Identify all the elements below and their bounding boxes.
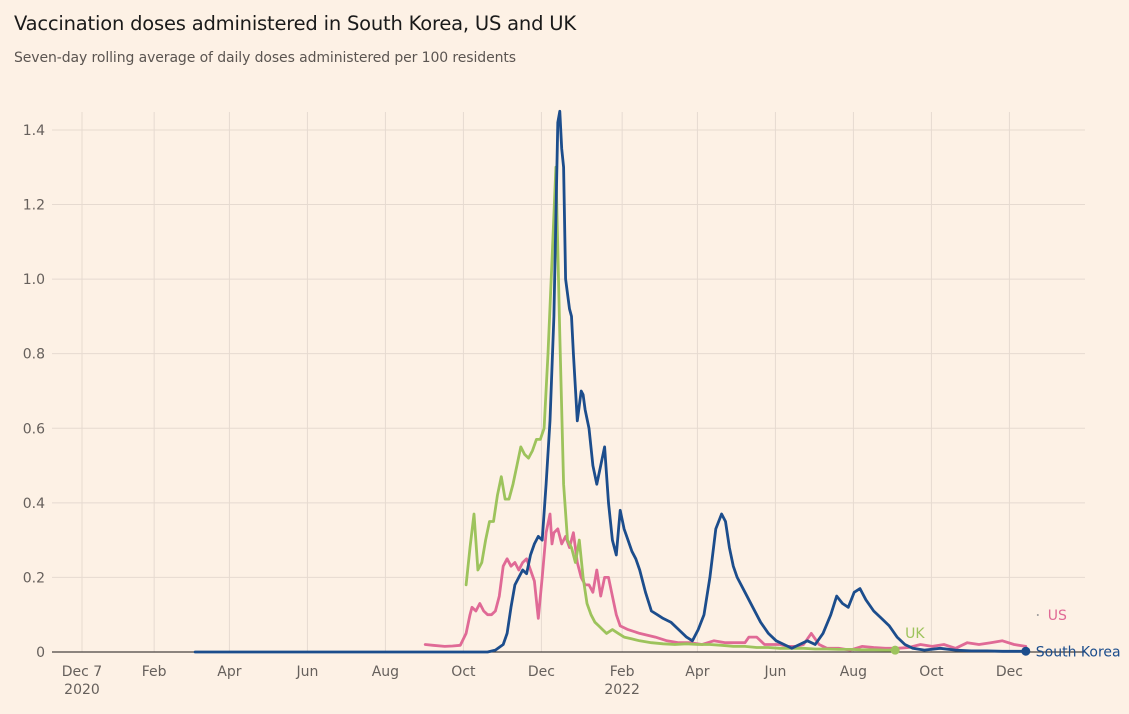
y-tick-label: 0.2 (23, 570, 45, 586)
x-axis: Dec 7 2020 Feb Apr Jun Aug Oct Dec Feb 2022 Apr Jun… (62, 664, 1023, 698)
x-tick-year-label: 2022 (604, 682, 640, 698)
y-tick-label: 0 (36, 645, 45, 661)
series-labels: UK South Korea US (890, 608, 1121, 660)
x-tick-label: Oct (919, 664, 944, 680)
x-tick-label: Dec 7 (62, 664, 102, 680)
x-tick-label: Oct (451, 664, 476, 680)
south-korea-label: South Korea (1036, 644, 1121, 660)
x-tick-label: Aug (840, 664, 867, 680)
y-tick-label: 1.0 (23, 272, 45, 288)
x-tick-label: Aug (372, 664, 399, 680)
grid-lines (52, 112, 1085, 652)
series-line-south-korea (193, 109, 1028, 654)
series-line-us (423, 512, 1028, 652)
y-tick-label: 0.6 (23, 421, 45, 437)
uk-label: UK (905, 626, 925, 642)
us-label-leader-dot (1036, 614, 1039, 616)
x-tick-label: Apr (217, 664, 241, 680)
series-line-uk (464, 165, 897, 652)
x-tick-label: Dec (996, 664, 1023, 680)
y-tick-label: 0.4 (23, 496, 45, 512)
x-tick-label: Jun (763, 664, 786, 680)
y-tick-label: 1.4 (23, 123, 45, 139)
uk-end-marker (890, 645, 900, 655)
x-tick-label: Apr (685, 664, 709, 680)
x-tick-year-label: 2020 (64, 682, 100, 698)
y-tick-label: 1.2 (23, 198, 45, 214)
series-lines (193, 109, 1028, 654)
x-tick-label: Feb (610, 664, 635, 680)
chart-subtitle: Seven-day rolling average of daily doses… (14, 50, 516, 66)
y-axis: 0 0.2 0.4 0.6 0.8 1.0 1.2 1.4 (23, 123, 45, 661)
x-tick-label: Feb (142, 664, 167, 680)
south-korea-end-marker (1021, 646, 1031, 656)
x-tick-label: Dec (528, 664, 555, 680)
chart-title: Vaccination doses administered in South … (14, 12, 576, 35)
y-tick-label: 0.8 (23, 347, 45, 363)
x-tick-label: Jun (295, 664, 318, 680)
us-label: US (1048, 608, 1067, 624)
